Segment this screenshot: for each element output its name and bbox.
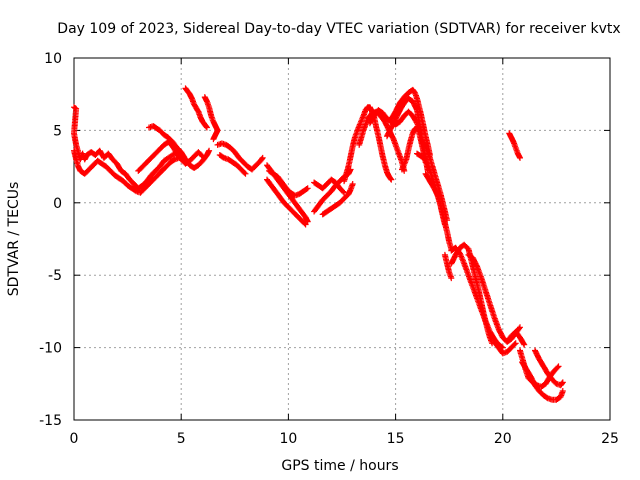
y-tick-label: 10 xyxy=(44,51,62,67)
y-tick-label: -5 xyxy=(48,268,62,284)
x-tick-label: 10 xyxy=(279,431,297,447)
data-track-t1 xyxy=(71,147,183,196)
data-track-t22 xyxy=(422,170,448,228)
data-track-t10 xyxy=(266,167,311,199)
x-axis-ticks: 0 5 10 15 20 25 xyxy=(70,431,619,447)
data-track-t31 xyxy=(506,130,523,161)
data-track-t27 xyxy=(491,338,519,357)
data-track-t5 xyxy=(201,94,221,143)
x-axis-label: GPS time / hours xyxy=(281,458,398,474)
data-track-t3 xyxy=(135,139,206,174)
data-track-t13 xyxy=(319,181,356,218)
x-tick-label: 25 xyxy=(601,431,619,447)
data-track-t2 xyxy=(146,123,213,171)
data-track-t6 xyxy=(214,140,266,173)
data-track-t15 xyxy=(356,108,408,174)
x-tick-label: 20 xyxy=(494,431,512,447)
chart-title: Day 109 of 2023, Sidereal Day-to-day VTE… xyxy=(57,21,620,37)
y-tick-label: -15 xyxy=(39,413,62,429)
data-track-t29 xyxy=(519,359,566,403)
y-tick-label: 5 xyxy=(53,123,62,139)
y-tick-label: -10 xyxy=(39,341,62,357)
data-track-t17 xyxy=(388,86,433,158)
grid-lines xyxy=(73,57,611,421)
data-track-t32 xyxy=(504,328,528,348)
y-axis-label: SDTVAR / TECUs xyxy=(6,182,22,297)
x-tick-label: 0 xyxy=(70,431,79,447)
plot-frame xyxy=(73,57,611,421)
data-track-t30 xyxy=(532,347,566,389)
y-tick-label: 0 xyxy=(53,196,62,212)
data-track-t23 xyxy=(441,251,455,282)
data-track-t7 xyxy=(216,152,249,177)
data-track-t4 xyxy=(182,85,210,131)
x-tick-label: 5 xyxy=(177,431,186,447)
data-series xyxy=(71,85,566,403)
data-track-t9 xyxy=(264,176,309,228)
data-track-t0 xyxy=(71,104,185,192)
x-tick-label: 15 xyxy=(387,431,405,447)
y-axis-ticks: 10 5 0 -5 -10 -15 xyxy=(39,51,62,429)
